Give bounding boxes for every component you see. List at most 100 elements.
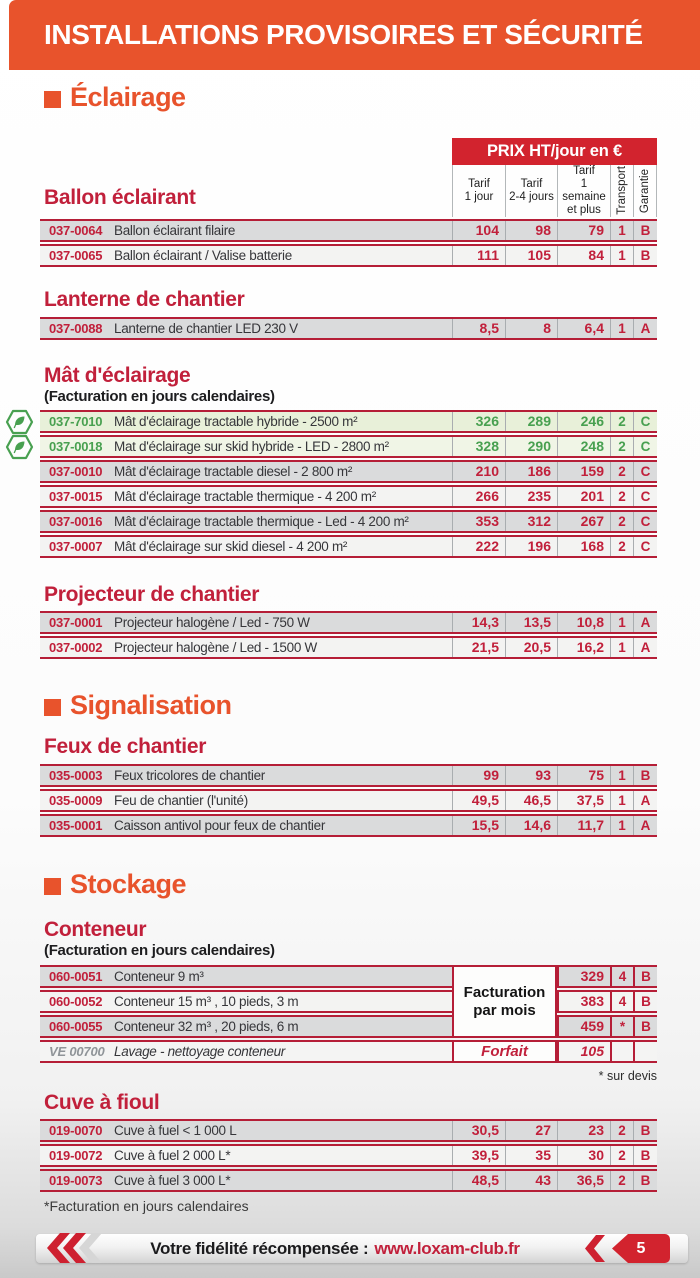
table-row: 037-0088 Lanterne de chantier LED 230 V …	[40, 317, 657, 340]
price-week: 16,2	[557, 638, 610, 657]
transport-value: 1	[610, 791, 633, 810]
col-header-tarif-1jour: Tarif 1 jour	[452, 165, 505, 217]
product-desc: Projecteur halogène / Led - 1500 W	[114, 640, 317, 655]
garantie-value: B	[633, 992, 657, 1011]
product-code: 037-0015	[49, 489, 103, 504]
transport-value: *	[610, 1017, 633, 1036]
price-1day: 326	[452, 412, 505, 431]
product-code: 037-0007	[49, 539, 103, 554]
section-title: Stockage	[70, 869, 187, 899]
transport-value	[610, 1042, 633, 1061]
eco-leaf-hexagon-icon	[5, 409, 34, 435]
group-title-lanterne: Lanterne de chantier	[44, 288, 245, 311]
product-code: 037-0018	[49, 439, 103, 454]
price-month: 383	[557, 992, 610, 1011]
price-header-columns: Tarif 1 jour Tarif 2-4 jours Tarif 1 sem…	[452, 165, 657, 217]
section-title: Signalisation	[70, 690, 232, 720]
price-week: 36,5	[557, 1171, 610, 1190]
group-subtitle-mat: (Facturation en jours calendaires)	[44, 388, 275, 405]
price-week: 168	[557, 537, 610, 556]
garantie-value: B	[633, 1121, 657, 1140]
page-number: 5	[636, 1239, 646, 1257]
footer-bar	[36, 1234, 688, 1263]
transport-value: 1	[610, 766, 633, 785]
sur-devis-note: * sur devis	[598, 1069, 657, 1083]
table-row: 037-0010 Mât d'éclairage tractable diese…	[40, 460, 657, 483]
table-row: 060-0051 Conteneur 9 m³ 329 4 B	[40, 965, 657, 988]
price-week: 10,8	[557, 613, 610, 632]
product-desc: Conteneur 15 m³ , 10 pieds, 3 m	[114, 994, 299, 1009]
table-row: 037-0016 Mât d'éclairage tractable therm…	[40, 510, 657, 533]
price-1day: 14,3	[452, 613, 505, 632]
product-code: 037-0088	[49, 321, 103, 336]
product-desc: Feu de chantier (l'unité)	[114, 793, 248, 808]
transport-value: 1	[610, 221, 633, 240]
price-1day: 353	[452, 512, 505, 531]
price-1day: 48,5	[452, 1171, 505, 1190]
ballon-table: 037-0064 Ballon éclairant filaire 104 98…	[40, 219, 657, 269]
group-title-ballon: Ballon éclairant	[44, 186, 196, 209]
price-2-4days: 105	[505, 246, 557, 265]
triple-chevron-left-icon	[40, 1231, 116, 1270]
garantie-value: A	[633, 791, 657, 810]
product-desc: Projecteur halogène / Led - 750 W	[114, 615, 310, 630]
section-title: Éclairage	[70, 82, 186, 112]
eco-leaf-hexagon-icon	[5, 434, 34, 460]
facturation-par-mois-cell: Facturation par mois	[452, 965, 557, 1038]
forfait-cell: Forfait	[452, 1040, 557, 1063]
price-week: 267	[557, 512, 610, 531]
price-2-4days: 46,5	[505, 791, 557, 810]
transport-value: 1	[610, 816, 633, 835]
transport-value: 4	[610, 967, 633, 986]
garantie-value: C	[633, 437, 657, 456]
table-row: 037-0064 Ballon éclairant filaire 104 98…	[40, 219, 657, 242]
garantie-value: B	[633, 1017, 657, 1036]
product-code: 019-0073	[49, 1173, 103, 1188]
product-code: 037-0016	[49, 514, 103, 529]
garantie-value: C	[633, 537, 657, 556]
group-title-conteneur: Conteneur	[44, 918, 147, 941]
transport-value: 1	[610, 613, 633, 632]
price-1day: 99	[452, 766, 505, 785]
garantie-value	[633, 1042, 657, 1061]
transport-value: 2	[610, 437, 633, 456]
product-desc: Caisson antivol pour feux de chantier	[114, 818, 326, 833]
col-header-tarif-semaine: Tarif 1 semaine et plus	[557, 165, 610, 217]
mat-table: 037-7010 Mât d'éclairage tractable hybri…	[5, 409, 657, 560]
footer-link[interactable]: www.loxam-club.fr	[374, 1238, 520, 1258]
table-row: 019-0073 Cuve à fuel 3 000 L* 48,5 43 36…	[40, 1169, 657, 1192]
price-week: 246	[557, 412, 610, 431]
product-desc: Mât d'éclairage tractable thermique - 4 …	[114, 489, 376, 504]
product-code: 037-0002	[49, 640, 103, 655]
product-code: 060-0052	[49, 994, 103, 1009]
price-week: 23	[557, 1121, 610, 1140]
product-code: 035-0001	[49, 818, 103, 833]
price-2-4days: 43	[505, 1171, 557, 1190]
transport-value: 2	[610, 487, 633, 506]
product-desc: Lavage - nettoyage conteneur	[114, 1044, 285, 1059]
garantie-value: B	[633, 246, 657, 265]
price-1day: 111	[452, 246, 505, 265]
lanterne-table: 037-0088 Lanterne de chantier LED 230 V …	[40, 317, 657, 342]
group-title-mat: Mât d'éclairage	[44, 364, 191, 387]
transport-value: 1	[610, 319, 633, 338]
price-2-4days: 13,5	[505, 613, 557, 632]
price-week: 159	[557, 462, 610, 481]
orange-square-icon	[44, 90, 61, 108]
product-code: 035-0009	[49, 793, 103, 808]
footer-slogan: Votre fidélité récompensée :	[150, 1238, 369, 1258]
table-row: 019-0072 Cuve à fuel 2 000 L* 39,5 35 30…	[40, 1144, 657, 1167]
price-week: 11,7	[557, 816, 610, 835]
price-week: 30	[557, 1146, 610, 1165]
table-row: 037-0007 Mât d'éclairage sur skid diesel…	[40, 535, 657, 558]
product-code: 019-0072	[49, 1148, 103, 1163]
conteneur-table: 060-0051 Conteneur 9 m³ 329 4 B 060-0052…	[40, 965, 657, 1065]
product-desc: Ballon éclairant / Valise batterie	[114, 248, 292, 263]
garantie-value: B	[633, 766, 657, 785]
table-row: 035-0001 Caisson antivol pour feux de ch…	[40, 814, 657, 837]
transport-value: 1	[610, 246, 633, 265]
product-desc: Ballon éclairant filaire	[114, 223, 236, 238]
product-desc: Cuve à fuel < 1 000 L	[114, 1123, 237, 1138]
garantie-value: C	[633, 412, 657, 431]
